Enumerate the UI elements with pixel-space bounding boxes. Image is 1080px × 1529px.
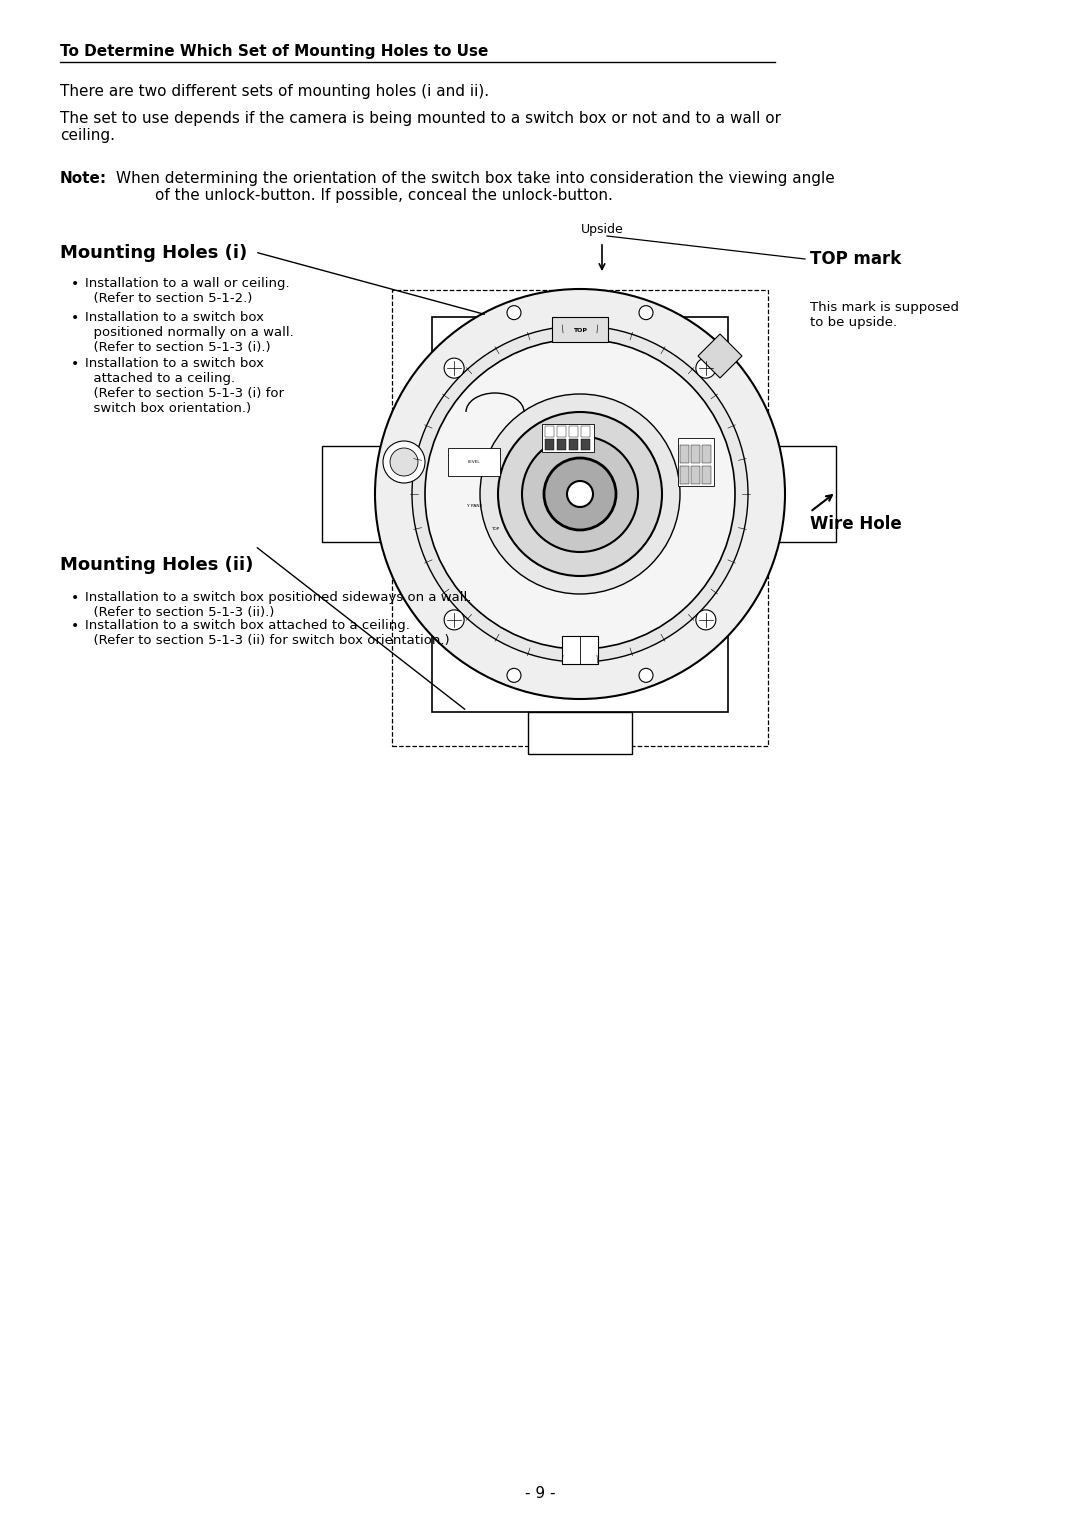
Circle shape	[567, 482, 593, 508]
Text: TOP: TOP	[573, 327, 588, 332]
Text: Installation to a wall or ceiling.
  (Refer to section 5-1-2.): Installation to a wall or ceiling. (Refe…	[85, 277, 289, 304]
Text: •: •	[71, 592, 79, 605]
Text: TOP: TOP	[491, 528, 499, 531]
Polygon shape	[698, 333, 742, 378]
Text: TOP mark: TOP mark	[810, 251, 901, 268]
Text: Mounting Holes (i): Mounting Holes (i)	[60, 245, 247, 261]
Bar	[557, 427, 566, 437]
Circle shape	[444, 358, 464, 378]
Text: Installation to a switch box positioned sideways on a wall.
  (Refer to section : Installation to a switch box positioned …	[85, 592, 471, 619]
Text: Mounting Holes (ii): Mounting Holes (ii)	[60, 557, 254, 573]
Text: •: •	[71, 356, 79, 372]
Text: •: •	[71, 310, 79, 326]
Text: Note:: Note:	[60, 171, 107, 187]
Text: Installation to a switch box
  positioned normally on a wall.
  (Refer to sectio: Installation to a switch box positioned …	[85, 310, 294, 355]
Circle shape	[390, 448, 418, 476]
Text: Y PANE: Y PANE	[468, 505, 483, 508]
Bar	[557, 439, 566, 450]
Text: Wire Hole: Wire Hole	[810, 515, 902, 534]
Circle shape	[639, 668, 653, 682]
Text: Installation to a switch box attached to a ceiling.
  (Refer to section 5-1-3 (i: Installation to a switch box attached to…	[85, 619, 449, 647]
Bar	[702, 466, 711, 485]
Bar	[545, 439, 554, 450]
Bar	[680, 466, 689, 485]
Text: When determining the orientation of the switch box take into consideration the v: When determining the orientation of the …	[116, 171, 835, 203]
Circle shape	[639, 306, 653, 320]
Bar	[581, 439, 590, 450]
Bar	[448, 448, 500, 476]
Text: The set to use depends if the camera is being mounted to a switch box or not and: The set to use depends if the camera is …	[60, 112, 781, 144]
Text: Upside: Upside	[581, 223, 623, 235]
Text: To Determine Which Set of Mounting Holes to Use: To Determine Which Set of Mounting Holes…	[60, 44, 488, 60]
Circle shape	[498, 411, 662, 576]
Text: Installation to a switch box
  attached to a ceiling.
  (Refer to section 5-1-3 : Installation to a switch box attached to…	[85, 356, 284, 414]
Bar	[569, 427, 578, 437]
Circle shape	[444, 610, 464, 630]
Bar	[581, 427, 590, 437]
Bar	[691, 466, 700, 485]
Bar	[322, 446, 390, 541]
Circle shape	[426, 339, 735, 648]
Circle shape	[375, 289, 785, 699]
Bar	[680, 445, 689, 463]
Circle shape	[522, 436, 638, 552]
Bar	[552, 317, 608, 342]
Circle shape	[696, 358, 716, 378]
Circle shape	[411, 326, 748, 662]
Circle shape	[480, 394, 680, 593]
Bar	[702, 445, 711, 463]
Text: This mark is supposed
to be upside.: This mark is supposed to be upside.	[810, 301, 959, 329]
Bar	[691, 445, 700, 463]
Circle shape	[507, 668, 521, 682]
Text: There are two different sets of mounting holes (i and ii).: There are two different sets of mounting…	[60, 84, 489, 99]
Bar	[432, 317, 728, 713]
Bar	[768, 446, 836, 541]
Bar	[392, 291, 768, 746]
Bar	[562, 636, 598, 664]
Text: - 9 -: - 9 -	[525, 1486, 555, 1501]
Bar	[678, 437, 714, 486]
Bar	[542, 424, 594, 453]
Circle shape	[383, 440, 426, 483]
Bar	[569, 439, 578, 450]
Circle shape	[544, 459, 616, 531]
Bar	[528, 713, 632, 754]
Circle shape	[696, 610, 716, 630]
Text: •: •	[71, 619, 79, 633]
Bar	[545, 427, 554, 437]
Text: LEVEL: LEVEL	[468, 460, 481, 463]
Text: •: •	[71, 277, 79, 291]
Circle shape	[507, 306, 521, 320]
